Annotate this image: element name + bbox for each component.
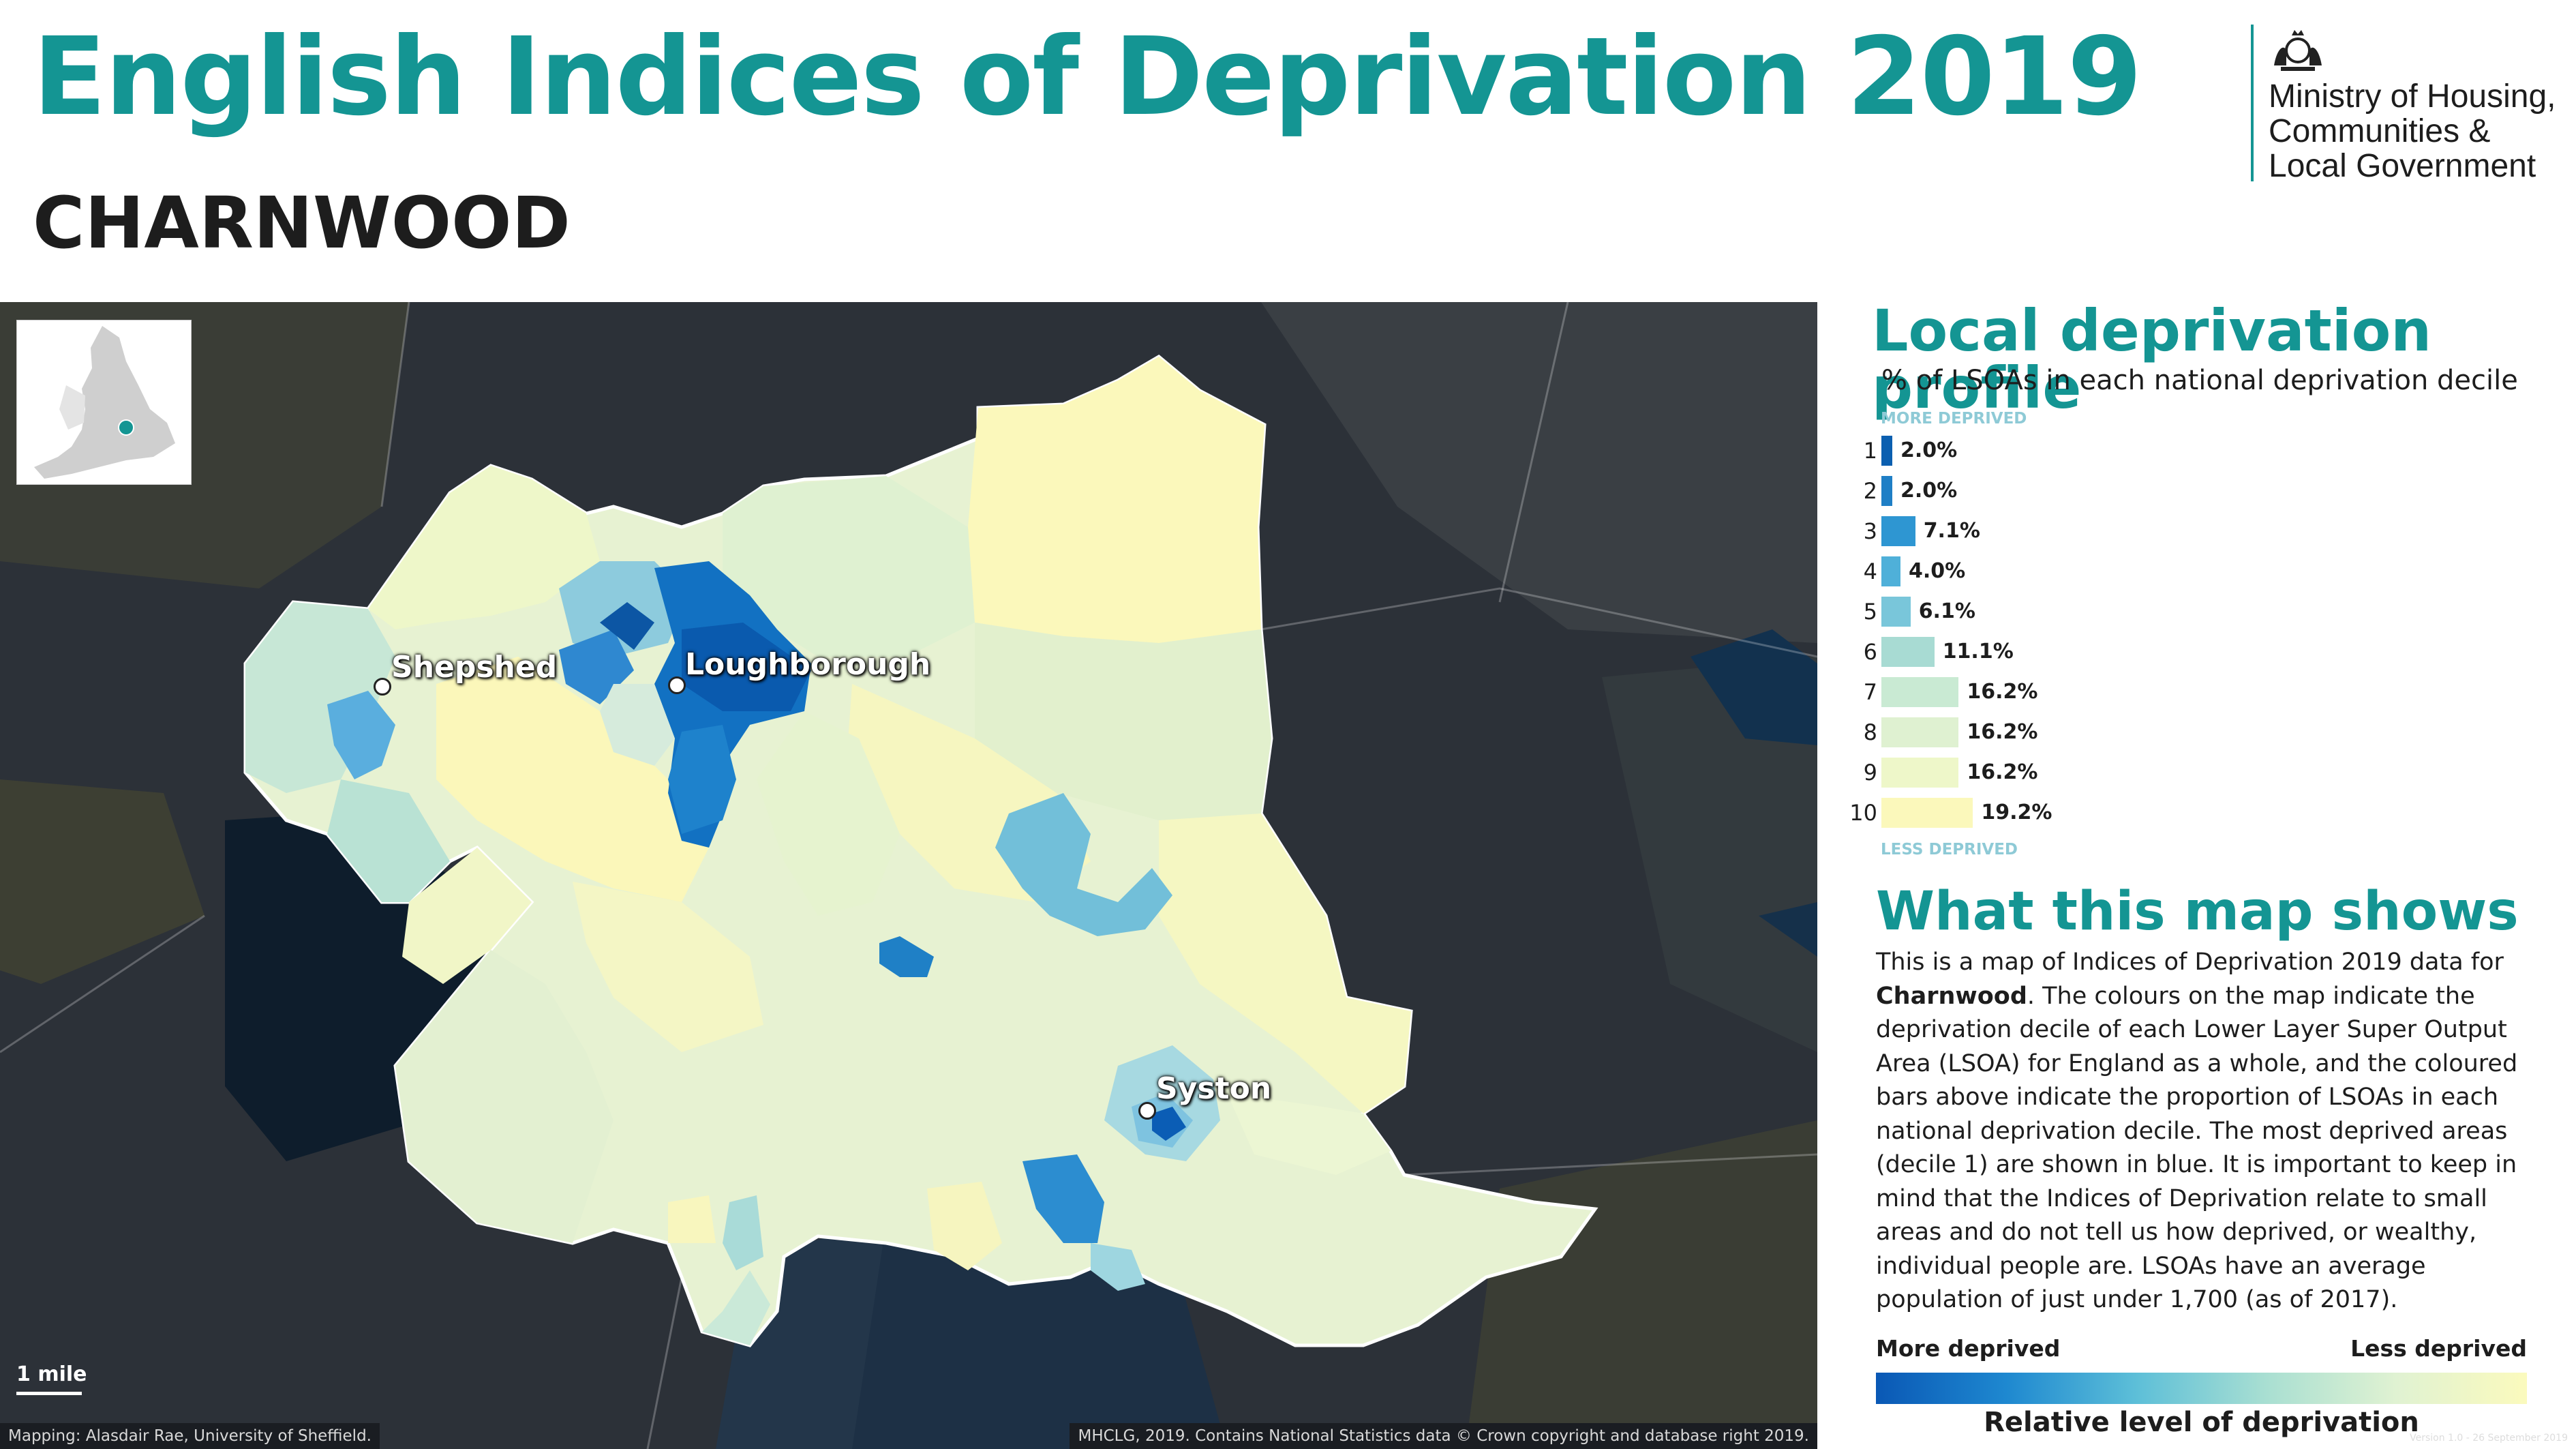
scale-bar: 1 mile [16,1362,87,1395]
decile-value: 16.2% [1967,720,2038,744]
decile-number: 4 [1863,558,1877,584]
decile-bar [1881,677,1959,707]
ministry-line-1: Ministry of Housing, [2269,78,2556,115]
decile-value: 16.2% [1967,680,2038,704]
scale-line [16,1392,82,1395]
shepshed-marker[interactable] [374,678,391,696]
ministry-name: Ministry of Housing, Communities & Local… [2269,79,2556,183]
decile-value: 2.0% [1900,479,1958,503]
legend-more-label: More deprived [1876,1335,2061,1362]
decile-value: 7.1% [1923,519,1980,543]
scale-label: 1 mile [16,1362,87,1386]
decile-value: 2.0% [1900,438,1958,462]
more-deprived-label: MORE DEPRIVED [1881,410,2027,428]
legend-caption: Relative level of deprivation [1984,1407,2419,1438]
less-deprived-label: LESS DEPRIVED [1881,841,2018,858]
decile-row-7: 7 16.2% [1845,674,2322,715]
explainer-text-rest: . The colours on the map indicate the de… [1876,982,2518,1314]
road-lines [0,302,1817,1449]
side-panel: Local deprivation profile % of LSOAs in … [1817,302,2576,1449]
decile-number: 8 [1863,719,1877,745]
page-title: English Indices of Deprivation 2019 [33,14,2142,140]
decile-number: 3 [1863,518,1877,544]
decile-number: 6 [1863,639,1877,665]
ministry-line-2: Communities & [2269,113,2491,149]
place-label-shepshed: Shepshed [391,650,558,685]
decile-row-3: 3 7.1% [1845,513,2322,554]
loughborough-marker[interactable] [668,676,686,694]
decile-row-6: 6 11.1% [1845,634,2322,674]
decile-bar [1881,476,1892,506]
mapping-credit: Mapping: Alasdair Rae, University of She… [0,1423,380,1449]
decile-number: 9 [1863,760,1877,786]
place-label-loughborough: Loughborough [685,647,931,682]
explainer-district: Charnwood [1876,982,2027,1010]
version-note: Version 1.0 - 26 September 2019 [2410,1433,2568,1444]
decile-value: 11.1% [1942,640,2014,663]
explainer-title: What this map shows [1876,881,2519,942]
decile-value: 19.2% [1981,801,2052,824]
mhclg-logo: Ministry of Housing, Communities & Local… [2251,25,2564,183]
england-locator-inset [16,320,192,485]
decile-bar [1881,597,1911,627]
lsoa-areas [245,357,1411,1345]
england-outline-icon [34,326,175,479]
explainer-text-start: This is a map of Indices of Deprivation … [1876,948,2504,976]
deprivation-map[interactable]: Shepshed Loughborough Syston 1 mile Mapp… [0,302,1817,1449]
decile-number: 2 [1863,478,1877,504]
decile-bar [1881,758,1959,788]
decile-row-8: 8 16.2% [1845,715,2322,755]
logo-rule [2251,25,2254,181]
ministry-line-3: Local Government [2269,148,2536,184]
decile-row-4: 4 4.0% [1845,554,2322,594]
decile-bar [1881,717,1959,747]
decile-bar [1881,516,1915,546]
legend-gradient [1876,1373,2527,1404]
decile-bar [1881,798,1973,828]
copyright-credit: MHCLG, 2019. Contains National Statistic… [1070,1423,1817,1449]
decile-bar [1881,637,1935,667]
syston-marker[interactable] [1138,1102,1156,1120]
decile-value: 6.1% [1918,599,1975,623]
decile-row-5: 5 6.1% [1845,594,2322,634]
legend-less-label: Less deprived [2350,1335,2527,1362]
decile-row-1: 1 2.0% [1845,433,2322,473]
decile-row-9: 9 16.2% [1845,755,2322,795]
decile-number: 5 [1863,599,1877,625]
place-label-syston: Syston [1156,1071,1272,1106]
map-canvas [0,302,1817,1449]
decile-row-2: 2 2.0% [1845,473,2322,513]
decile-value: 16.2% [1967,760,2038,784]
decile-number: 1 [1863,438,1877,464]
decile-row-10: 10 19.2% [1845,795,2322,835]
decile-bar [1881,436,1892,466]
profile-subtitle: % of LSOAs in each national deprivation … [1881,365,2518,396]
decile-bar [1881,556,1900,586]
profile-title: Local deprivation profile [1872,297,2432,421]
decile-number: 7 [1863,679,1877,705]
district-name: CHARNWOOD [33,181,571,265]
decile-value: 4.0% [1909,559,1966,583]
decile-number: 10 [1849,800,1877,826]
explainer-text: This is a map of Indices of Deprivation … [1876,946,2558,1317]
royal-crest-icon [2274,30,2322,71]
